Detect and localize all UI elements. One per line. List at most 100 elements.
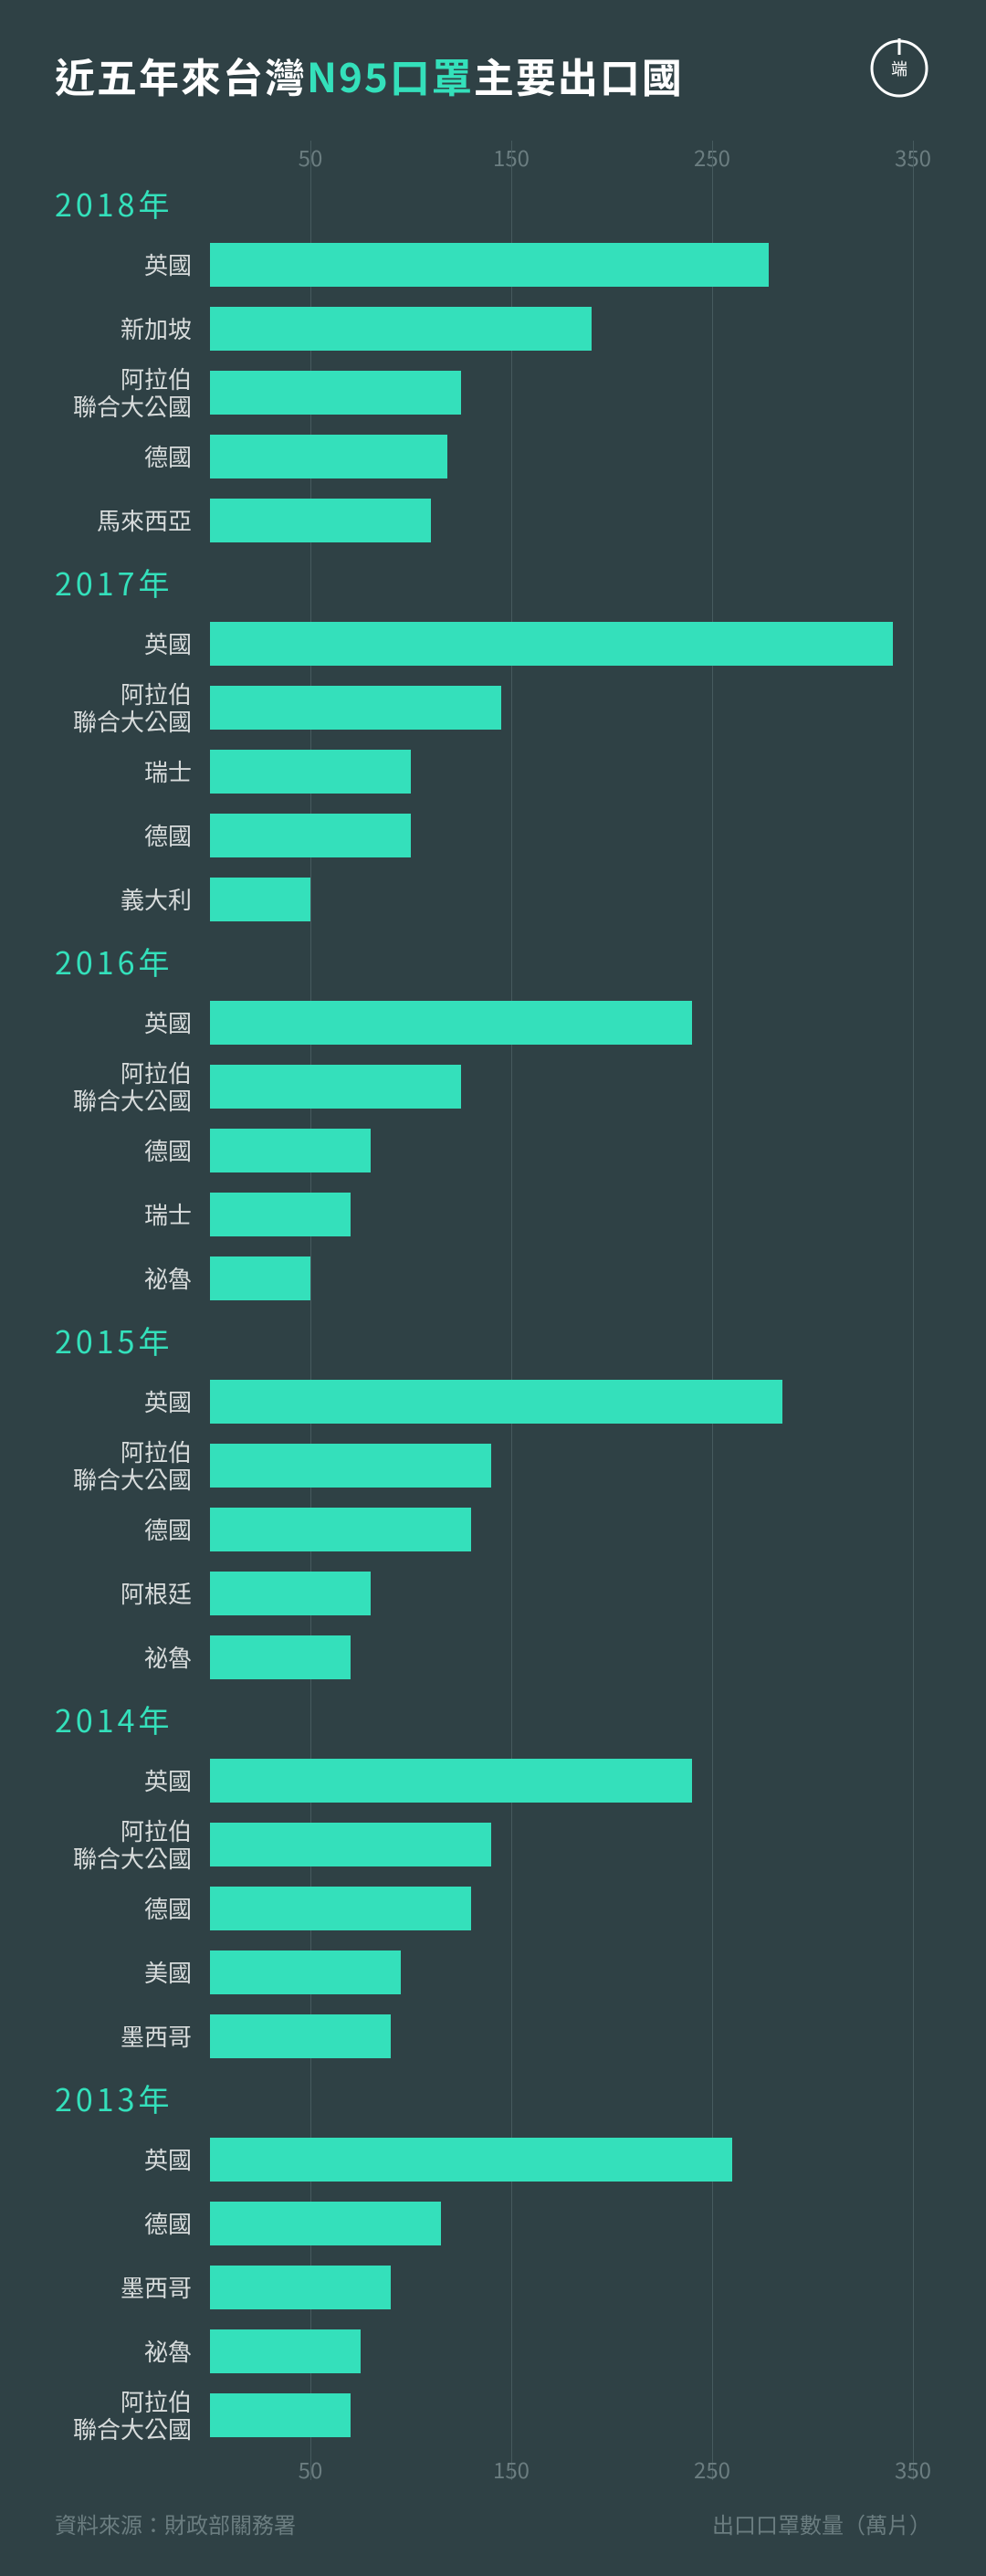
x-tick-label: 350 (895, 2453, 931, 2485)
bar-label: 阿拉伯聯合大公國 (55, 365, 201, 420)
bar-label: 阿拉伯聯合大公國 (55, 680, 201, 735)
bar-row: 瑞士 (210, 745, 913, 798)
bar-label: 阿根廷 (55, 1580, 201, 1607)
bar-label: 阿拉伯聯合大公國 (55, 1059, 201, 1114)
x-tick-label: 50 (299, 141, 323, 173)
chart-title: 近五年來台灣N95口罩主要出口國 (55, 46, 931, 104)
bar (210, 1759, 692, 1803)
bar (210, 371, 461, 415)
bar-label: 德國 (55, 1516, 201, 1543)
year-header: 2014年 (55, 1697, 913, 1741)
bar-row: 阿拉伯聯合大公國 (210, 1439, 913, 1492)
bar (210, 750, 411, 794)
bar (210, 435, 447, 478)
bar (210, 878, 310, 921)
bar-row: 英國 (210, 617, 913, 670)
year-header: 2018年 (55, 181, 913, 226)
bar-label: 阿拉伯聯合大公國 (55, 1438, 201, 1493)
bar-row: 墨西哥 (210, 2261, 913, 2314)
bar-label: 墨西哥 (55, 2023, 201, 2050)
bar (210, 2138, 732, 2182)
axis-label: 出口口罩數量（萬片） (712, 2508, 931, 2539)
bar (210, 622, 893, 666)
title-accent: N95口罩 (307, 46, 474, 104)
bar (210, 2266, 391, 2309)
bar (210, 1950, 401, 1994)
bar-label: 阿拉伯聯合大公國 (55, 2388, 201, 2443)
bar-label: 德國 (55, 1895, 201, 1922)
bar-row: 祕魯 (210, 2325, 913, 2378)
year-header: 2013年 (55, 2076, 913, 2120)
year-header: 2015年 (55, 1318, 913, 1362)
bar-row: 阿拉伯聯合大公國 (210, 366, 913, 419)
bar (210, 1887, 471, 1930)
bar-row: 祕魯 (210, 1631, 913, 1684)
bar-label: 德國 (55, 822, 201, 849)
bar (210, 1380, 782, 1424)
title-prefix: 近五年來台灣 (55, 46, 307, 104)
bar-label: 祕魯 (55, 2338, 201, 2365)
bars-host: 2018年英國新加坡阿拉伯聯合大公國德國馬來西亞2017年英國阿拉伯聯合大公國瑞… (210, 181, 913, 2442)
bar-label: 英國 (55, 1388, 201, 1415)
bar-row: 墨西哥 (210, 2010, 913, 2063)
bar-row: 美國 (210, 1946, 913, 1999)
year-header: 2017年 (55, 560, 913, 605)
bar (210, 1508, 471, 1551)
bar (210, 243, 769, 287)
bar-row: 德國 (210, 430, 913, 483)
bar-label: 祕魯 (55, 1265, 201, 1292)
bar-row: 瑞士 (210, 1188, 913, 1241)
chart-footer: 資料來源：財政部關務署 出口口罩數量（萬片） (55, 2508, 931, 2539)
bar (210, 2329, 361, 2373)
bar-label: 墨西哥 (55, 2274, 201, 2301)
bar-row: 英國 (210, 1754, 913, 1807)
bar-row: 阿根廷 (210, 1567, 913, 1620)
svg-text:端: 端 (891, 60, 907, 79)
bar (210, 1572, 371, 1615)
bar-label: 英國 (55, 2146, 201, 2173)
bar-row: 德國 (210, 809, 913, 862)
bar-row: 新加坡 (210, 302, 913, 355)
bar-row: 德國 (210, 1503, 913, 1556)
bar (210, 1129, 371, 1172)
bar-label: 英國 (55, 630, 201, 657)
bar-label: 德國 (55, 2210, 201, 2237)
bar (210, 1635, 351, 1679)
bar-label: 英國 (55, 1767, 201, 1794)
title-suffix: 主要出口國 (474, 46, 684, 104)
bar (210, 1065, 461, 1109)
bar-row: 阿拉伯聯合大公國 (210, 1060, 913, 1113)
bar (210, 499, 431, 542)
bar-row: 英國 (210, 238, 913, 291)
bar-label: 德國 (55, 1137, 201, 1164)
chart-area: 50150250350 2018年英國新加坡阿拉伯聯合大公國德國馬來西亞2017… (55, 141, 931, 2480)
x-axis-ticks-top: 50150250350 (210, 141, 913, 168)
source-label: 資料來源：財政部關務署 (55, 2508, 296, 2539)
bar-row: 德國 (210, 2197, 913, 2250)
bar-row: 阿拉伯聯合大公國 (210, 681, 913, 734)
bar (210, 307, 592, 351)
bar-row: 英國 (210, 996, 913, 1049)
bar-label: 英國 (55, 1009, 201, 1036)
bar (210, 1001, 692, 1045)
x-tick-label: 250 (694, 141, 730, 173)
bar-row: 阿拉伯聯合大公國 (210, 2389, 913, 2442)
bar-row: 德國 (210, 1124, 913, 1177)
bar (210, 1256, 310, 1300)
bar-row: 義大利 (210, 873, 913, 926)
x-tick-label: 50 (299, 2453, 323, 2485)
chart-container: 端 近五年來台灣N95口罩主要出口國 50150250350 2018年英國新加… (0, 0, 986, 2576)
x-tick-label: 250 (694, 2453, 730, 2485)
bar-row: 德國 (210, 1882, 913, 1935)
x-axis-ticks-bottom: 50150250350 (210, 2453, 913, 2480)
bar (210, 814, 411, 857)
gridline (913, 141, 914, 2480)
bar (210, 1823, 491, 1866)
brand-logo: 端 (867, 37, 931, 100)
bar-label: 美國 (55, 1959, 201, 1986)
year-header: 2016年 (55, 939, 913, 983)
bar-row: 祕魯 (210, 1252, 913, 1305)
bar-label: 新加坡 (55, 315, 201, 342)
bar-label: 英國 (55, 251, 201, 279)
bar-label: 義大利 (55, 886, 201, 913)
